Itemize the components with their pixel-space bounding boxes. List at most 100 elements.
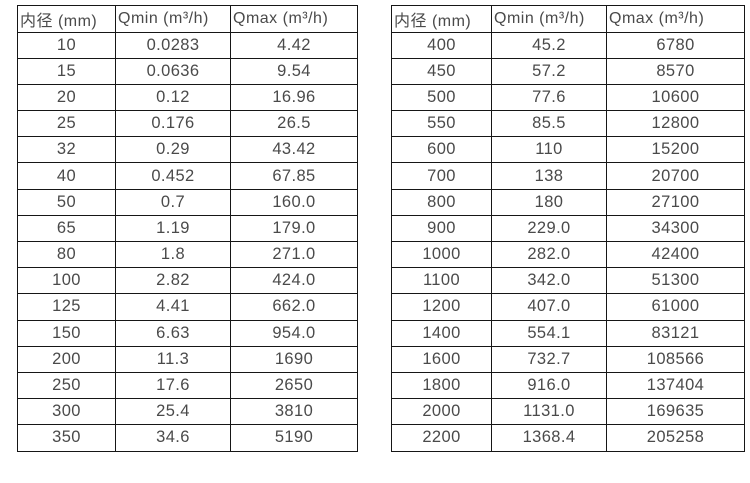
table-cell: 15 <box>17 57 116 85</box>
table-cell: 32 <box>17 136 116 164</box>
table-cell: 6780 <box>606 31 745 59</box>
table-cell: 916.0 <box>491 371 607 400</box>
table-cell: 4.42 <box>230 31 358 59</box>
header-qmin: Qmin (m³/h) <box>491 5 607 33</box>
table-row: 900 229.0 34300 <box>391 214 745 243</box>
table-row: 15 0.0636 9.54 <box>17 57 358 85</box>
table-cell: 16.96 <box>230 83 358 112</box>
table-cell: 12800 <box>606 110 745 138</box>
table-cell: 110 <box>491 136 607 164</box>
table-row: 1800 916.0 137404 <box>391 371 745 400</box>
table-cell: 0.176 <box>115 110 231 138</box>
table-cell: 1200 <box>391 293 492 321</box>
table-row: 500 77.6 10600 <box>391 83 745 112</box>
table-cell: 2000 <box>391 398 492 426</box>
table-cell: 271.0 <box>230 240 358 269</box>
table-row: 10 0.0283 4.42 <box>17 31 358 59</box>
table-cell: 0.0636 <box>115 57 231 85</box>
table-cell: 179.0 <box>230 214 358 243</box>
table-row: 600 110 15200 <box>391 136 745 164</box>
table-cell: 137404 <box>606 371 745 400</box>
table-row: 350 34.6 5190 <box>17 424 358 452</box>
header-qmax: Qmax (m³/h) <box>230 5 358 33</box>
table-cell: 954.0 <box>230 319 358 347</box>
table-cell: 342.0 <box>491 267 607 295</box>
table-cell: 1000 <box>391 240 492 269</box>
table-cell: 1690 <box>230 345 358 373</box>
table-cell: 65 <box>17 214 116 243</box>
table-cell: 1.8 <box>115 240 231 269</box>
table-cell: 67.85 <box>230 162 358 190</box>
table-cell: 0.29 <box>115 136 231 164</box>
table-row: 1600 732.7 108566 <box>391 345 745 373</box>
table-cell: 450 <box>391 57 492 85</box>
table-cell: 1368.4 <box>491 424 607 452</box>
table-row: 1400 554.1 83121 <box>391 319 745 347</box>
table-cell: 424.0 <box>230 267 358 295</box>
table-row: 800 180 27100 <box>391 188 745 216</box>
table-row: 50 0.7 160.0 <box>17 188 358 216</box>
table-cell: 34.6 <box>115 424 231 452</box>
table-cell: 400 <box>391 31 492 59</box>
table-cell: 108566 <box>606 345 745 373</box>
table-cell: 3810 <box>230 398 358 426</box>
table-cell: 8570 <box>606 57 745 85</box>
table-cell: 9.54 <box>230 57 358 85</box>
table-cell: 15200 <box>606 136 745 164</box>
table-cell: 250 <box>17 371 116 400</box>
table-cell: 282.0 <box>491 240 607 269</box>
table-cell: 77.6 <box>491 83 607 112</box>
table-row: 700 138 20700 <box>391 162 745 190</box>
table-cell: 169635 <box>606 398 745 426</box>
table-row: 300 25.4 3810 <box>17 398 358 426</box>
table-row: 550 85.5 12800 <box>391 110 745 138</box>
table-cell: 43.42 <box>230 136 358 164</box>
table-cell: 2650 <box>230 371 358 400</box>
table-cell: 0.7 <box>115 188 231 216</box>
table-cell: 100 <box>17 267 116 295</box>
table-cell: 5190 <box>230 424 358 452</box>
table-cell: 160.0 <box>230 188 358 216</box>
table-cell: 11.3 <box>115 345 231 373</box>
table-cell: 1400 <box>391 319 492 347</box>
header-diameter: 内径 (mm) <box>391 5 492 33</box>
table-row: 100 2.82 424.0 <box>17 267 358 295</box>
header-qmin: Qmin (m³/h) <box>115 5 231 33</box>
table-cell: 138 <box>491 162 607 190</box>
table-row: 150 6.63 954.0 <box>17 319 358 347</box>
table-cell: 700 <box>391 162 492 190</box>
table-cell: 1800 <box>391 371 492 400</box>
table-cell: 150 <box>17 319 116 347</box>
table-row: 450 57.2 8570 <box>391 57 745 85</box>
table-cell: 125 <box>17 293 116 321</box>
header-diameter: 内径 (mm) <box>17 5 116 33</box>
table-cell: 10 <box>17 31 116 59</box>
table-cell: 20 <box>17 83 116 112</box>
table-row: 25 0.176 26.5 <box>17 110 358 138</box>
table-cell: 229.0 <box>491 214 607 243</box>
table-cell: 25 <box>17 110 116 138</box>
table-cell: 6.63 <box>115 319 231 347</box>
table-cell: 732.7 <box>491 345 607 373</box>
table-cell: 50 <box>17 188 116 216</box>
table-cell: 61000 <box>606 293 745 321</box>
table-row: 40 0.452 67.85 <box>17 162 358 190</box>
table-cell: 57.2 <box>491 57 607 85</box>
table-row: 400 45.2 6780 <box>391 31 745 59</box>
table-cell: 45.2 <box>491 31 607 59</box>
table-cell: 17.6 <box>115 371 231 400</box>
table-cell: 200 <box>17 345 116 373</box>
table-cell: 25.4 <box>115 398 231 426</box>
table-cell: 554.1 <box>491 319 607 347</box>
table-header: 内径 (mm) Qmin (m³/h) Qmax (m³/h) <box>391 5 745 33</box>
table-cell: 800 <box>391 188 492 216</box>
table-cell: 42400 <box>606 240 745 269</box>
table-row: 65 1.19 179.0 <box>17 214 358 243</box>
table-cell: 500 <box>391 83 492 112</box>
table-cell: 1100 <box>391 267 492 295</box>
table-cell: 26.5 <box>230 110 358 138</box>
table-cell: 51300 <box>606 267 745 295</box>
table-cell: 350 <box>17 424 116 452</box>
table-row: 125 4.41 662.0 <box>17 293 358 321</box>
